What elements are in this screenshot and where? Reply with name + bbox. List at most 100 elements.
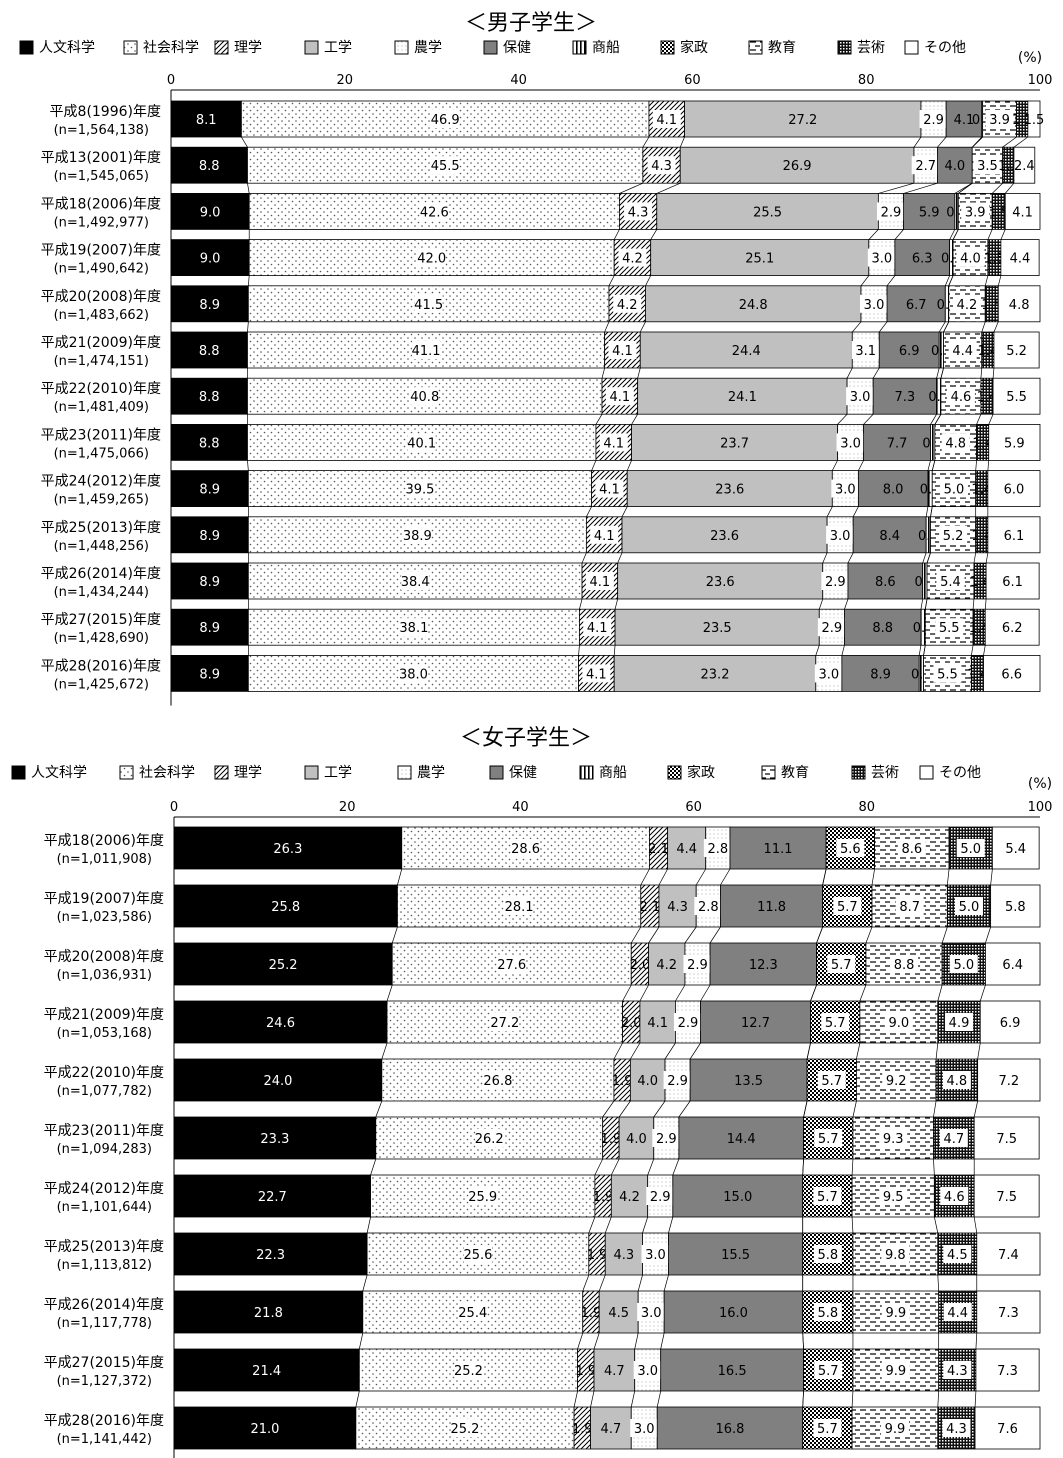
data-label-other: 7.5	[996, 1132, 1017, 1147]
data-label-science: 2.1	[648, 842, 669, 857]
data-label-social-science: 42.0	[417, 252, 446, 267]
connector-line	[924, 598, 928, 610]
category-n-label: (n=1,545,065)	[54, 169, 149, 184]
data-label-engineering: 4.3	[614, 1248, 635, 1263]
data-label-bg	[483, 1071, 512, 1089]
data-label-health: 4.0	[944, 159, 965, 174]
legend-item-merchant-marine: 商船	[572, 40, 620, 56]
data-label-humanities: 24.6	[266, 1016, 295, 1031]
connector-line	[593, 1332, 600, 1350]
connector-line	[604, 321, 610, 333]
data-label-education: 4.0	[960, 252, 981, 267]
connector-line	[650, 229, 658, 240]
data-label-arts: 4.6	[944, 1190, 965, 1205]
data-label-bg	[431, 156, 460, 175]
connector-line	[637, 1274, 643, 1292]
data-label-bg	[946, 387, 975, 406]
data-label-bg	[399, 618, 428, 637]
connector-line	[938, 321, 946, 333]
data-label-engineering: 4.4	[676, 842, 697, 857]
connector-line	[720, 868, 731, 886]
data-label-science: 2.1	[640, 900, 661, 915]
category-label: 平成27(2015)年度	[41, 612, 161, 628]
connector-line	[664, 1042, 676, 1060]
data-label-bg	[624, 202, 653, 221]
connector-line	[586, 506, 592, 517]
legend-label-agriculture: 農学	[417, 765, 445, 781]
category-n-label: (n=1,425,672)	[54, 677, 149, 692]
data-label-education: 5.2	[943, 529, 964, 544]
legend-label-merchant-marine: 商船	[592, 40, 620, 56]
data-label-health: 7.3	[895, 390, 916, 405]
bar-segment-health	[903, 192, 956, 230]
data-label-education: 9.9	[885, 1306, 906, 1321]
legend-item-education: 教育	[761, 765, 809, 781]
category-n-label: (n=1,141,442)	[57, 1432, 152, 1447]
category-label: 平成21(2009)年度	[44, 1007, 164, 1023]
data-label-bg	[641, 1245, 670, 1263]
legend-label-agriculture: 農学	[414, 40, 442, 56]
bar-segment-engineering	[614, 608, 820, 646]
data-label-agriculture: 2.9	[822, 621, 843, 636]
bar-segment-engineering	[618, 1116, 655, 1160]
connector-line	[582, 1274, 590, 1292]
bar-segment-health	[660, 1348, 804, 1392]
category-label: 平成18(2006)年度	[41, 196, 161, 212]
data-label-other: 6.4	[1002, 958, 1023, 973]
data-label-science: 4.1	[599, 483, 620, 498]
data-label-education: 3.9	[989, 113, 1010, 128]
connector-line	[613, 1042, 623, 1060]
data-label-agriculture: 2.8	[708, 842, 729, 857]
category-label: 平成23(2011)年度	[44, 1123, 164, 1139]
data-label-science: 1.9	[572, 1422, 593, 1437]
category-n-label: (n=1,023,586)	[57, 910, 152, 925]
connector-line	[614, 598, 619, 610]
data-label-engineering: 23.6	[710, 529, 739, 544]
data-label-engineering: 23.6	[715, 483, 744, 498]
connector-line	[852, 506, 859, 517]
data-label-science: 4.1	[656, 113, 677, 128]
connector-line	[241, 136, 248, 148]
data-label-education: 9.8	[885, 1248, 906, 1263]
category-n-label: (n=1,490,642)	[54, 262, 149, 277]
data-label-home-economics: 5.7	[825, 1016, 846, 1031]
legend-swatch-science	[214, 765, 229, 780]
data-label-engineering: 4.0	[637, 1074, 658, 1089]
data-label-education: 5.0	[944, 483, 965, 498]
connector-line	[922, 552, 927, 564]
connector-line	[822, 552, 828, 564]
connector-line	[826, 506, 833, 517]
connector-line	[979, 984, 986, 1002]
data-label-health: 13.5	[734, 1074, 763, 1089]
connector-line	[936, 367, 940, 379]
legend-swatch-health	[483, 40, 498, 55]
connector-line	[972, 598, 975, 610]
bar-segment-engineering	[656, 192, 879, 230]
data-label-bg	[817, 618, 846, 637]
data-label-bg	[953, 294, 982, 313]
bar-segment-health	[841, 655, 920, 692]
data-label-health: 14.4	[727, 1132, 756, 1147]
legend-swatch-science	[214, 40, 229, 55]
data-label-science: 4.3	[651, 159, 672, 174]
legend-swatch-home-economics	[667, 765, 682, 780]
data-label-education: 4.2	[957, 298, 978, 313]
data-label-health: 6.7	[906, 298, 927, 313]
bar-row: 平成19(2007)年度 (n=1,023,586) 25.8 28.1 2.1 4.3 2…	[44, 884, 1041, 928]
data-label-agriculture: 3.0	[830, 529, 851, 544]
data-label-humanities: 8.9	[199, 575, 220, 590]
data-label-bg	[505, 897, 534, 915]
data-label-social-science: 26.2	[475, 1132, 504, 1147]
data-label-bg	[458, 1303, 487, 1321]
data-label-health: 15.0	[723, 1190, 752, 1205]
connector-line	[247, 183, 250, 194]
data-label-other: 5.5	[1006, 390, 1027, 405]
bar-row: 平成23(2011)年度 (n=1,094,283) 23.3 26.2 1.9 4.0 2…	[44, 1116, 1040, 1160]
x-tick-label: 0	[170, 800, 178, 815]
data-label-bg	[1002, 341, 1031, 359]
data-label-bg	[836, 433, 865, 452]
data-label-bg	[942, 1419, 971, 1437]
data-label-other: 5.8	[1005, 900, 1026, 915]
x-tick-label: 40	[512, 800, 529, 815]
data-label-bg	[813, 1303, 842, 1321]
